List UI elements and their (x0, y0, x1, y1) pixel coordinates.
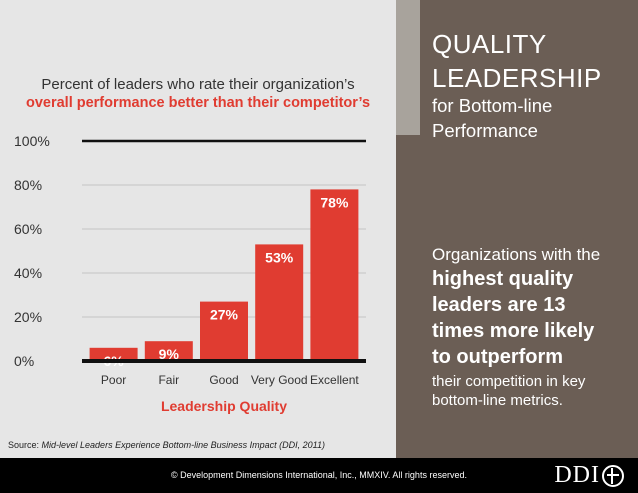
bar (310, 189, 359, 359)
x-category-label: Poor (101, 373, 126, 387)
source-note: Source: Mid-level Leaders Experience Bot… (8, 440, 325, 450)
chart-subtitle: overall performance better than their co… (25, 95, 371, 111)
y-tick-label: 100% (14, 133, 50, 149)
chart-title: Percent of leaders who rate their organi… (41, 76, 355, 93)
x-category-label: Good (209, 373, 238, 387)
heading-title: QUALITY LEADERSHIP (432, 27, 602, 95)
bar-value-label: 78% (320, 194, 349, 210)
source-text: Mid-level Leaders Experience Bottom-line… (41, 440, 325, 450)
logo-text: DDI (554, 462, 600, 488)
bar-value-label: 27% (210, 307, 239, 323)
ddi-logo: DDI (554, 462, 624, 489)
claim-bold-2: leaders are 13 (432, 294, 566, 316)
x-category-label: Excellent (310, 373, 359, 387)
heading-line-1: QUALITY (432, 29, 547, 59)
x-category-label: Fair (158, 373, 179, 387)
x-category-label: Very Good (251, 373, 308, 387)
key-claim: Organizations with the highest quality l… (432, 244, 632, 410)
bar-value-label: 53% (265, 249, 294, 265)
y-tick-label: 40% (14, 265, 42, 281)
copyright-text: © Development Dimensions International, … (171, 470, 467, 480)
claim-tail-1: their competition in key (432, 373, 586, 390)
y-tick-label: 80% (14, 177, 42, 193)
x-axis-title: Leadership Quality (161, 398, 287, 414)
accent-strip (396, 0, 420, 135)
heading-sub-2: Performance (432, 120, 538, 141)
text-panel-extension (396, 135, 420, 458)
source-prefix: Source: (8, 440, 42, 450)
claim-bold-4: to outperform (432, 346, 564, 368)
claim-bold-1: highest quality (432, 268, 574, 290)
y-tick-label: 0% (14, 353, 34, 369)
bar-value-label: 9% (159, 346, 180, 362)
bar (89, 347, 138, 359)
footer-bar (0, 458, 638, 493)
bar (255, 244, 304, 359)
claim-bold-3: times more likely (432, 320, 595, 342)
claim-tail-2: bottom-line metrics. (432, 392, 563, 409)
bar (144, 341, 193, 359)
heading-line-2: LEADERSHIP (432, 63, 602, 93)
y-tick-label: 60% (14, 221, 42, 237)
bar-chart: 0%20%40%60%80%100%6%Poor9%Fair27%Good53%… (14, 133, 366, 414)
claim-intro: Organizations with the (432, 245, 601, 264)
text-panel (420, 0, 638, 458)
globe-icon (602, 464, 624, 487)
bar (200, 301, 248, 359)
y-tick-label: 20% (14, 309, 42, 325)
heading-subtitle: for Bottom-line Performance (432, 93, 552, 143)
heading-sub-1: for Bottom-line (432, 95, 553, 116)
